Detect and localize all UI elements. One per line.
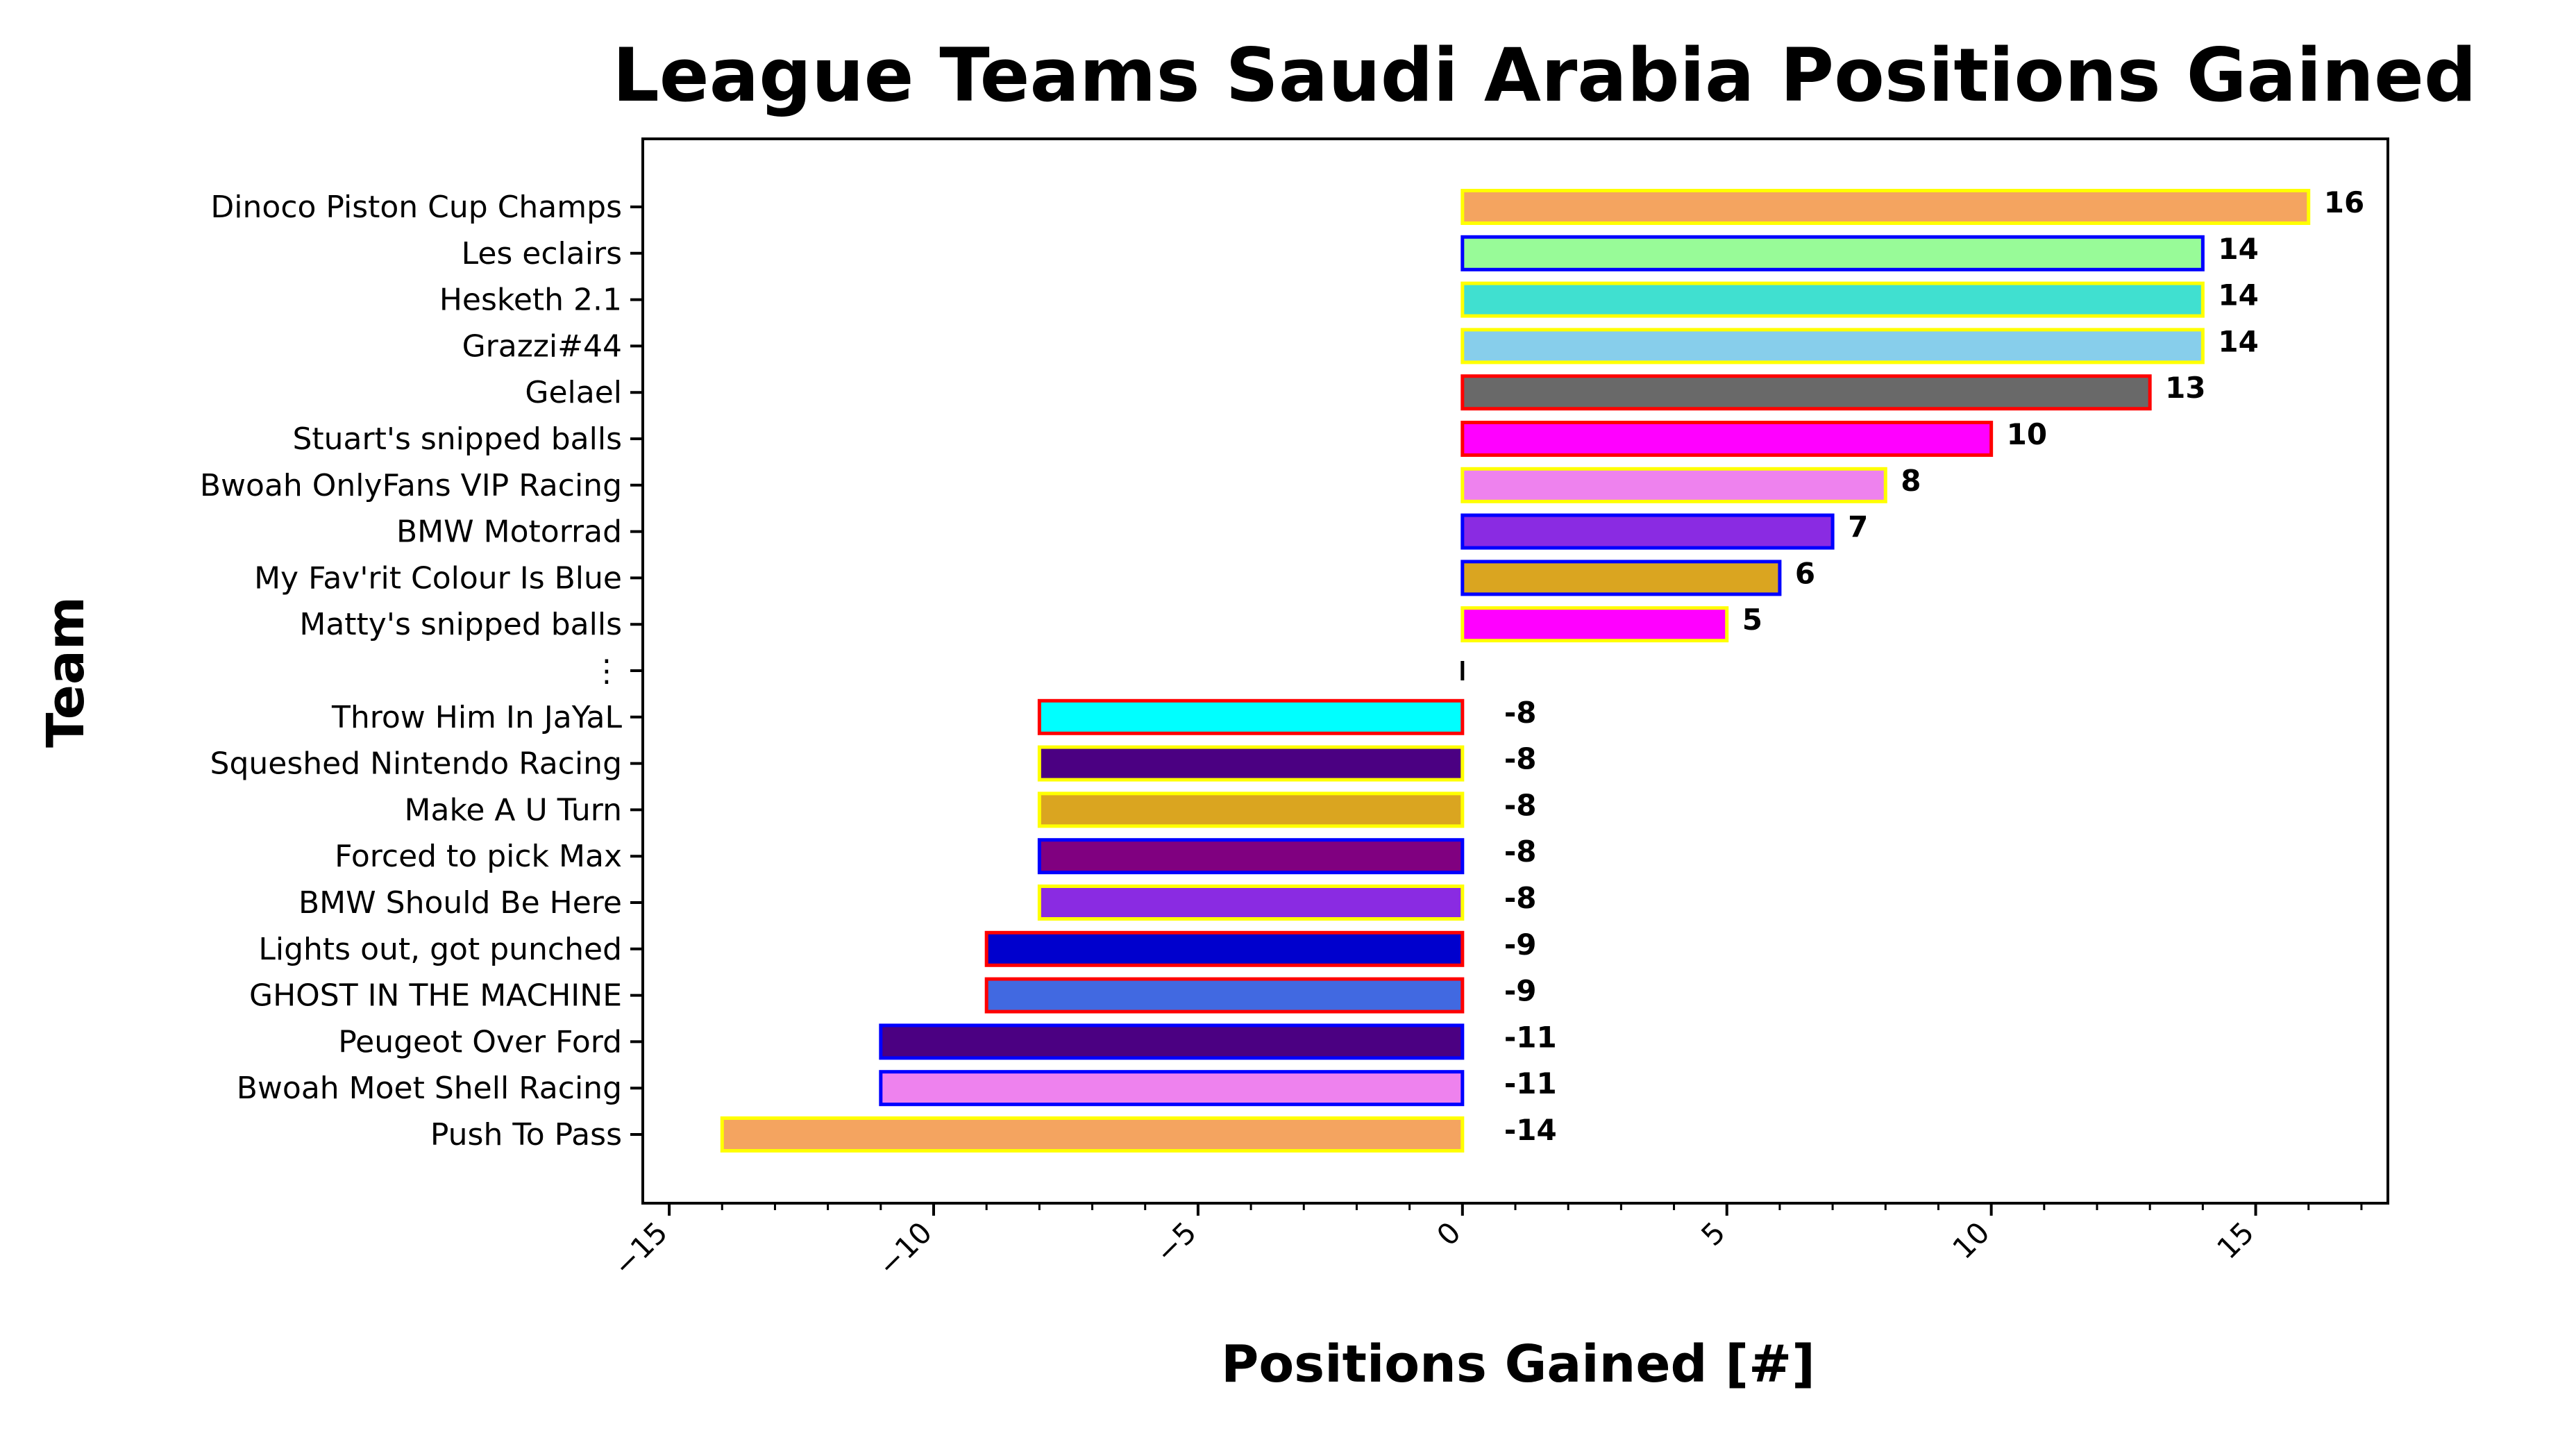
- y-tick-label: Make A U Turn: [405, 792, 622, 828]
- bar-value-label: -9: [1504, 974, 1537, 1008]
- y-tick-label: Squeshed Nintendo Racing: [210, 746, 622, 782]
- y-tick-label: BMW Should Be Here: [298, 885, 622, 921]
- bars: [720, 189, 2311, 1153]
- bar-value-label: 14: [2218, 324, 2258, 358]
- bar-value-label: -14: [1504, 1113, 1557, 1147]
- x-tick-label: −15: [607, 1215, 674, 1282]
- bar: [1460, 235, 2205, 271]
- x-tick-label: 10: [1946, 1215, 1996, 1265]
- y-tick-label: Matty's snipped balls: [299, 607, 622, 642]
- bar: [879, 1070, 1465, 1107]
- bar-value-label: -8: [1504, 742, 1537, 776]
- bar-value-label: 10: [2007, 417, 2047, 451]
- bar: [720, 1116, 1465, 1153]
- bar: [879, 1023, 1465, 1060]
- bar-value-label: 8: [1901, 464, 1921, 498]
- bar: [1460, 328, 2205, 364]
- y-tick-label: Gelael: [525, 375, 622, 410]
- bar-value-label: 7: [1848, 510, 1868, 544]
- bar: [1460, 189, 2311, 225]
- y-tick-label: Grazzi#44: [462, 328, 622, 364]
- x-tick-label: 15: [2210, 1215, 2260, 1265]
- bar: [1037, 791, 1465, 828]
- bar: [1037, 838, 1465, 875]
- bar-value-label: -8: [1504, 881, 1537, 915]
- x-tick-label: −5: [1149, 1215, 1203, 1269]
- bar: [1460, 281, 2205, 318]
- y-tick-label: Les eclairs: [462, 236, 622, 271]
- bar: [1460, 560, 1782, 596]
- bar: [1460, 606, 1729, 643]
- bar: [1037, 885, 1465, 921]
- bar-value-label: -11: [1504, 1066, 1557, 1100]
- y-axis-label: Team: [36, 596, 96, 748]
- y-tick-label: Lights out, got punched: [258, 932, 622, 967]
- bar: [1460, 374, 2152, 411]
- y-tick-label: GHOST IN THE MACHINE: [249, 978, 622, 1014]
- y-tick-label: BMW Motorrad: [396, 514, 622, 550]
- bar-value-label: 5: [1742, 603, 1762, 637]
- bar-value-label: 14: [2218, 232, 2258, 266]
- bar-value-label: -11: [1504, 1020, 1557, 1054]
- y-tick-label: Throw Him In JaYaL: [331, 700, 623, 735]
- bar-value-label: -9: [1504, 928, 1537, 962]
- bar-value-label: 14: [2218, 278, 2258, 312]
- y-tick-label: My Fav'rit Colour Is Blue: [254, 560, 622, 596]
- y-tick-label: Forced to pick Max: [335, 839, 622, 874]
- bar-value-label: 13: [2165, 371, 2205, 405]
- bar: [1037, 745, 1465, 782]
- bar: [984, 930, 1465, 967]
- bar-value-label: -8: [1504, 788, 1537, 822]
- bar: [984, 977, 1465, 1014]
- y-tick-label: Push To Pass: [430, 1117, 622, 1153]
- x-axis: −15 −10 −5 0 5 10 15: [607, 1203, 2363, 1283]
- bar-value-label: 16: [2324, 185, 2364, 219]
- y-tick-label: Dinoco Piston Cup Champs: [210, 190, 622, 225]
- x-tick-label: 0: [1430, 1215, 1467, 1252]
- bar: [1037, 698, 1465, 735]
- bar: [1460, 513, 1835, 550]
- bar-value-label: -8: [1504, 696, 1537, 730]
- bar: [1460, 421, 1994, 457]
- y-tick-label: Hesketh 2.1: [439, 283, 622, 318]
- y-tick-label: Bwoah Moet Shell Racing: [237, 1071, 622, 1106]
- bar: [1460, 467, 1887, 503]
- chart-title: League Teams Saudi Arabia Positions Gain…: [612, 33, 2476, 118]
- x-axis-label: Positions Gained [#]: [1221, 1334, 1815, 1394]
- y-tick-label: Stuart's snipped balls: [292, 421, 622, 457]
- x-tick-label: 5: [1694, 1215, 1732, 1252]
- y-tick-label: Bwoah OnlyFans VIP Racing: [200, 468, 622, 503]
- bar-value-label: -8: [1504, 835, 1537, 869]
- y-axis: Dinoco Piston Cup Champs Les eclairs Heske…: [200, 190, 643, 1153]
- x-tick-label: −10: [871, 1215, 938, 1282]
- bar-value-label: 6: [1795, 556, 1815, 590]
- y-tick-label: Peugeot Over Ford: [338, 1024, 622, 1059]
- y-tick-label: ⋮: [591, 653, 622, 689]
